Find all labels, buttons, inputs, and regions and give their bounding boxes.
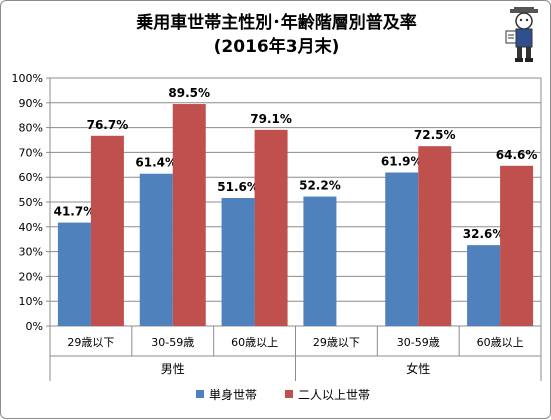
- legend-swatch-single: [196, 390, 204, 398]
- legend-swatch-multi: [285, 390, 294, 398]
- data-label: 79.1%: [250, 112, 292, 126]
- legend-item-multi: 二人以上世帯: [285, 386, 370, 403]
- x-tick-label: 30-59歳: [151, 336, 194, 349]
- bar: [467, 245, 501, 326]
- data-label: 32.6%: [463, 227, 505, 241]
- mascot-icon: [505, 7, 538, 62]
- data-label: 41.7%: [54, 205, 96, 219]
- x-tick-label: 60歳以上: [477, 336, 524, 349]
- group-label: 女性: [406, 361, 430, 376]
- y-tick-label: 50%: [19, 196, 43, 209]
- bar: [500, 165, 534, 326]
- chart-title: 乗用車世帯主性別･年齢階層別普及率: [136, 13, 417, 33]
- chart-subtitle: (2016年3月末): [213, 37, 340, 57]
- legend-label-single: 単身世帯: [209, 387, 258, 402]
- x-tick-label: 60歳以上: [231, 336, 278, 349]
- data-label: 89.5%: [168, 86, 210, 100]
- y-tick-label: 100%: [12, 72, 43, 85]
- y-tick-label: 90%: [19, 97, 43, 110]
- data-label: 61.4%: [135, 156, 177, 170]
- bar: [303, 196, 337, 326]
- y-tick-label: 70%: [19, 146, 43, 159]
- y-tick-label: 80%: [19, 122, 43, 135]
- bar: [172, 104, 206, 326]
- y-tick-label: 30%: [19, 246, 43, 259]
- legend-label-multi: 二人以上世帯: [298, 387, 371, 402]
- x-tick-label: 29歳以下: [313, 336, 360, 349]
- bar: [254, 129, 288, 326]
- y-tick-label: 10%: [19, 295, 43, 308]
- y-tick-label: 20%: [19, 270, 43, 283]
- data-label: 76.7%: [87, 118, 129, 132]
- data-label: 61.9%: [381, 154, 423, 168]
- y-tick-label: 0%: [26, 320, 43, 333]
- x-tick-label: 29歳以下: [67, 336, 114, 349]
- bar: [139, 173, 173, 326]
- y-tick-label: 60%: [19, 171, 43, 184]
- bar: [418, 146, 452, 326]
- y-tick-label: 40%: [19, 221, 43, 234]
- legend-item-single: 単身世帯: [196, 386, 257, 403]
- data-label: 64.6%: [496, 148, 538, 162]
- bar: [221, 198, 255, 326]
- group-label: 男性: [161, 362, 185, 376]
- x-tick-label: 30-59歳: [397, 336, 440, 349]
- data-label: 72.5%: [414, 128, 456, 142]
- bar: [385, 172, 419, 326]
- bar: [90, 135, 124, 326]
- legend: 単身世帯 二人以上世帯: [196, 386, 398, 402]
- bar: [57, 222, 91, 326]
- data-label: 52.2%: [299, 179, 341, 193]
- data-label: 51.6%: [217, 180, 259, 194]
